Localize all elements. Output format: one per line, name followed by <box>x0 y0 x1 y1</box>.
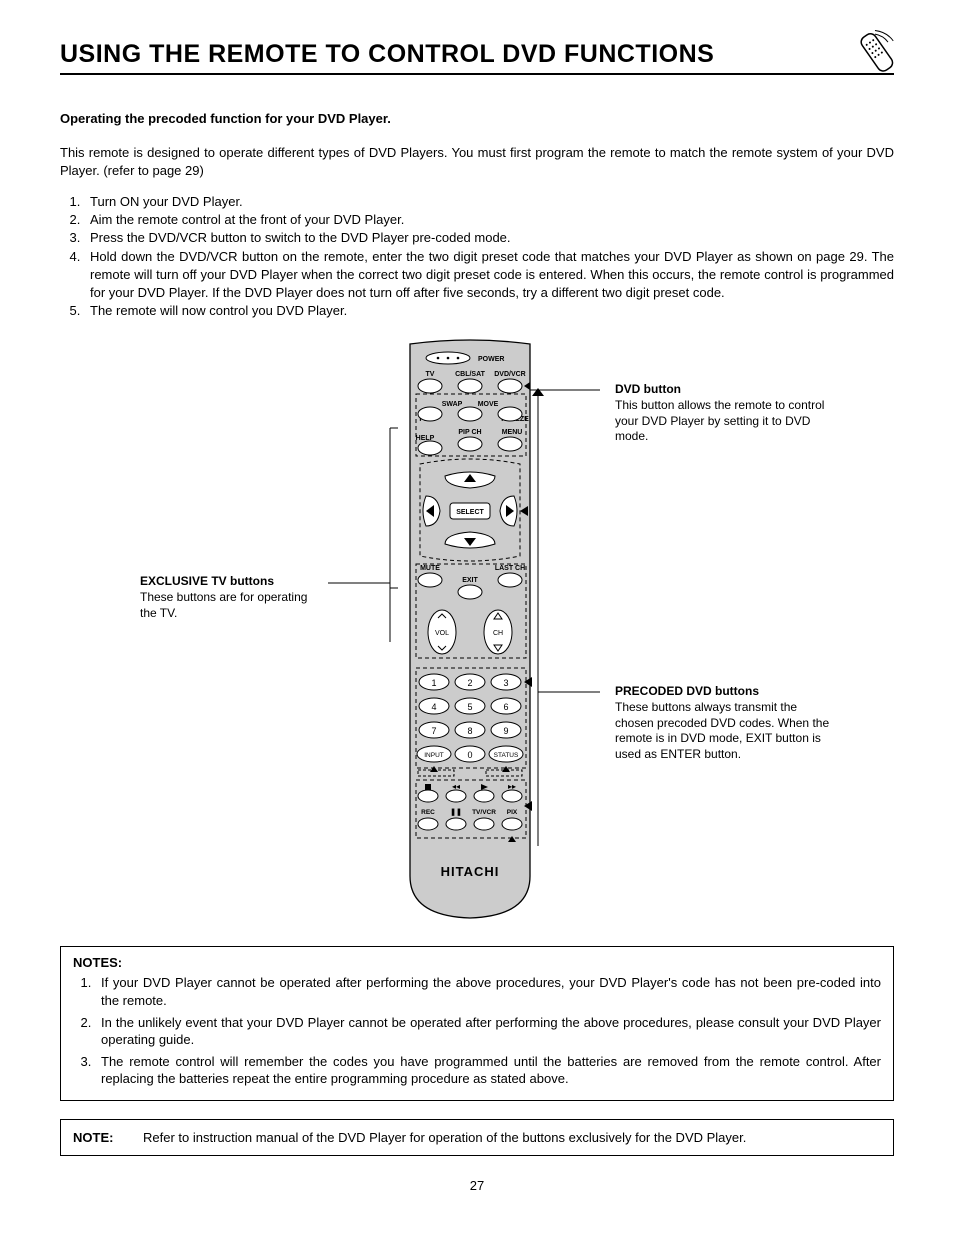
note-item: In the unlikely event that your DVD Play… <box>95 1014 881 1049</box>
intro-text: This remote is designed to operate diffe… <box>60 144 894 179</box>
svg-text:9: 9 <box>503 726 508 736</box>
step-item: The remote will now control you DVD Play… <box>84 302 894 320</box>
svg-text:TV: TV <box>426 371 435 378</box>
svg-text:1: 1 <box>431 678 436 688</box>
step-item: Press the DVD/VCR button to switch to th… <box>84 229 894 247</box>
note-item: If your DVD Player cannot be operated af… <box>95 974 881 1009</box>
svg-text:◂◂: ◂◂ <box>452 782 460 791</box>
svg-text:6: 6 <box>503 702 508 712</box>
svg-text:MENU: MENU <box>502 429 523 436</box>
svg-text:8: 8 <box>467 726 472 736</box>
svg-text:0: 0 <box>467 750 472 760</box>
svg-text:5: 5 <box>467 702 472 712</box>
svg-text:VOL: VOL <box>435 630 449 637</box>
svg-text:LAST CH: LAST CH <box>495 565 525 572</box>
note-label: NOTE: <box>73 1130 143 1145</box>
svg-text:MOVE: MOVE <box>478 401 499 408</box>
svg-text:CH: CH <box>493 630 503 637</box>
step-item: Aim the remote control at the front of y… <box>84 211 894 229</box>
step-item: Turn ON your DVD Player. <box>84 193 894 211</box>
svg-text:POWER: POWER <box>478 356 504 363</box>
svg-text:7: 7 <box>431 726 436 736</box>
svg-text:REC: REC <box>421 809 435 816</box>
svg-text:DVD/VCR: DVD/VCR <box>494 371 526 378</box>
remote-diagram: EXCLUSIVE TV buttons These buttons are f… <box>60 336 880 936</box>
page-title: USING THE REMOTE TO CONTROL DVD FUNCTION… <box>60 40 894 75</box>
svg-text:4: 4 <box>431 702 436 712</box>
svg-text:HITACHI: HITACHI <box>441 864 500 879</box>
step-item: Hold down the DVD/VCR button on the remo… <box>84 248 894 303</box>
notes-box: NOTES: If your DVD Player cannot be oper… <box>60 946 894 1100</box>
remote-svg: POWER TV CBL/SAT DVD/VCR SWAP MOVE PIP F… <box>220 336 720 936</box>
svg-text:SELECT: SELECT <box>456 509 484 516</box>
note-item: The remote control will remember the cod… <box>95 1053 881 1088</box>
steps-list: Turn ON your DVD Player. Aim the remote … <box>60 193 894 320</box>
svg-text:PIP CH: PIP CH <box>458 429 481 436</box>
note-body: Refer to instruction manual of the DVD P… <box>143 1130 746 1145</box>
svg-text:2: 2 <box>467 678 472 688</box>
svg-text:MUTE: MUTE <box>420 565 440 572</box>
svg-text:EXIT: EXIT <box>462 577 478 584</box>
svg-text:❚❚: ❚❚ <box>450 808 462 816</box>
remote-icon <box>852 28 904 80</box>
svg-text:TV/VCR: TV/VCR <box>472 809 496 816</box>
svg-text:SWAP: SWAP <box>442 401 463 408</box>
page-number: 27 <box>60 1178 894 1193</box>
subheading: Operating the precoded function for your… <box>60 111 894 126</box>
svg-text:▸▸: ▸▸ <box>508 782 516 791</box>
svg-text:INPUT: INPUT <box>424 752 444 759</box>
svg-text:CBL/SAT: CBL/SAT <box>455 371 486 378</box>
note-single-box: NOTE: Refer to instruction manual of the… <box>60 1119 894 1156</box>
svg-text:PIX: PIX <box>507 809 518 816</box>
svg-text:3: 3 <box>503 678 508 688</box>
notes-label: NOTES: <box>73 955 881 970</box>
svg-text:STATUS: STATUS <box>494 752 519 759</box>
